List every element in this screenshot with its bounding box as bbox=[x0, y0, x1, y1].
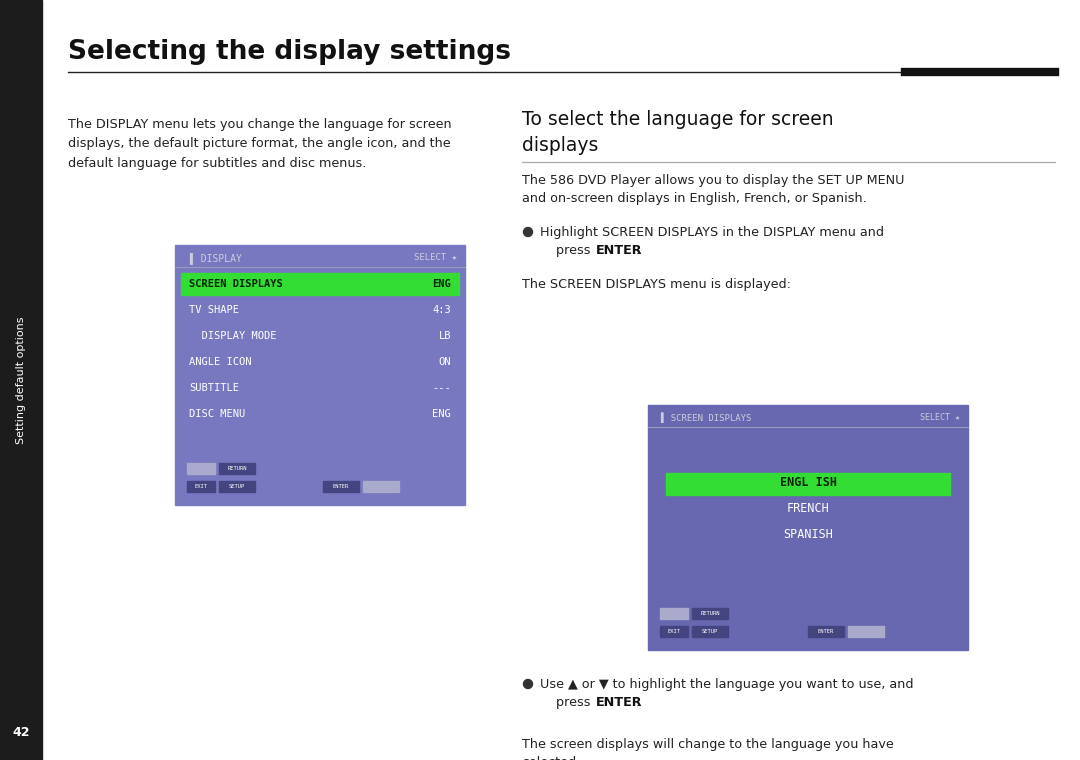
Text: and on-screen displays in English, French, or Spanish.: and on-screen displays in English, Frenc… bbox=[522, 192, 867, 205]
Bar bbox=[219, 463, 255, 474]
Circle shape bbox=[524, 227, 532, 236]
Text: SETUP: SETUP bbox=[229, 484, 245, 489]
Bar bbox=[187, 481, 215, 492]
Text: displays: displays bbox=[522, 136, 598, 155]
Bar bbox=[692, 608, 728, 619]
Text: ENGL ISH: ENGL ISH bbox=[780, 477, 837, 489]
Text: ENTER: ENTER bbox=[818, 629, 834, 634]
Text: EXIT: EXIT bbox=[667, 629, 680, 634]
Bar bbox=[666, 473, 950, 495]
Text: Use ▲ or ▼ to highlight the language you want to use, and: Use ▲ or ▼ to highlight the language you… bbox=[540, 678, 914, 691]
Text: .: . bbox=[636, 244, 640, 257]
Text: 4:3: 4:3 bbox=[432, 305, 451, 315]
Text: Setting default options: Setting default options bbox=[16, 316, 26, 444]
Bar bbox=[648, 405, 968, 650]
Text: ANGLE ICON: ANGLE ICON bbox=[189, 357, 252, 367]
Bar bbox=[660, 608, 688, 619]
Circle shape bbox=[524, 679, 532, 689]
Bar bbox=[219, 481, 255, 492]
Text: The 586 DVD Player allows you to display the SET UP MENU: The 586 DVD Player allows you to display… bbox=[522, 174, 905, 187]
Text: SETUP: SETUP bbox=[702, 629, 718, 634]
Text: ENTER: ENTER bbox=[333, 484, 349, 489]
Text: RETURN: RETURN bbox=[227, 466, 246, 471]
Text: press: press bbox=[540, 244, 594, 257]
Text: The DISPLAY menu lets you change the language for screen
displays, the default p: The DISPLAY menu lets you change the lan… bbox=[68, 118, 451, 170]
Text: ENG: ENG bbox=[432, 409, 451, 419]
Text: RETURN: RETURN bbox=[700, 611, 719, 616]
Bar bbox=[187, 463, 215, 474]
Text: ENG: ENG bbox=[432, 279, 451, 289]
Bar bbox=[0, 0, 42, 760]
Bar bbox=[848, 626, 885, 637]
Text: SELECT ★: SELECT ★ bbox=[920, 413, 960, 423]
Text: SCREEN DISPLAYS: SCREEN DISPLAYS bbox=[189, 279, 283, 289]
Text: EXIT: EXIT bbox=[194, 484, 207, 489]
Text: DISC MENU: DISC MENU bbox=[189, 409, 245, 419]
Bar bbox=[363, 481, 399, 492]
Text: To select the language for screen: To select the language for screen bbox=[522, 110, 834, 129]
Text: FRENCH: FRENCH bbox=[786, 502, 829, 515]
Text: The SCREEN DISPLAYS menu is displayed:: The SCREEN DISPLAYS menu is displayed: bbox=[522, 278, 791, 291]
Text: Selecting the display settings: Selecting the display settings bbox=[68, 39, 511, 65]
Text: TV SHAPE: TV SHAPE bbox=[189, 305, 239, 315]
Text: SELECT ★: SELECT ★ bbox=[414, 254, 457, 262]
Bar bbox=[323, 481, 359, 492]
Text: ENTER: ENTER bbox=[596, 696, 643, 709]
Bar bbox=[692, 626, 728, 637]
Text: ▌ SCREEN DISPLAYS: ▌ SCREEN DISPLAYS bbox=[660, 413, 752, 423]
Text: ---: --- bbox=[432, 383, 451, 393]
Bar bbox=[175, 245, 465, 505]
Text: DISPLAY MODE: DISPLAY MODE bbox=[189, 331, 276, 341]
Text: ▌ DISPLAY: ▌ DISPLAY bbox=[189, 252, 242, 264]
Text: press: press bbox=[540, 696, 594, 709]
Text: LB: LB bbox=[438, 331, 451, 341]
Text: SUBTITLE: SUBTITLE bbox=[189, 383, 239, 393]
Text: .: . bbox=[636, 696, 640, 709]
Text: selected.: selected. bbox=[522, 756, 580, 760]
Text: ON: ON bbox=[438, 357, 451, 367]
Bar bbox=[808, 626, 843, 637]
Text: SPANISH: SPANISH bbox=[783, 528, 833, 541]
Text: 42: 42 bbox=[12, 726, 30, 739]
Bar bbox=[181, 273, 459, 295]
Bar bbox=[660, 626, 688, 637]
Text: The screen displays will change to the language you have: The screen displays will change to the l… bbox=[522, 738, 894, 751]
Text: ENTER: ENTER bbox=[596, 244, 643, 257]
Text: Highlight SCREEN DISPLAYS in the DISPLAY menu and: Highlight SCREEN DISPLAYS in the DISPLAY… bbox=[540, 226, 885, 239]
